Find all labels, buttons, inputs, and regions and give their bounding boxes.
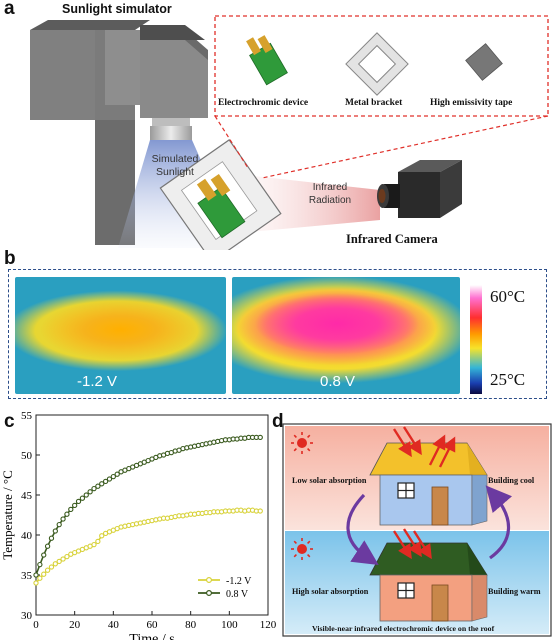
low-absorption-label: Low solar absorption <box>292 476 367 485</box>
series-1-point <box>91 485 97 492</box>
simulator-title: Sunlight simulator <box>62 2 172 16</box>
panel-b-frame <box>8 269 547 399</box>
component-label-tape: High emissivity tape <box>430 98 513 108</box>
panel-letter-d: d <box>272 411 284 432</box>
series-1-point <box>102 478 109 485</box>
panel-letter-b: b <box>4 248 16 269</box>
series-1-point <box>257 434 263 441</box>
simulated-sunlight-line1: Simulated <box>151 153 199 165</box>
series-1-point <box>44 543 51 549</box>
switch-arrow-up <box>485 485 513 560</box>
series-1-point <box>60 516 66 522</box>
series-0-point <box>44 567 51 573</box>
device-on-bracket-icon <box>159 139 282 250</box>
panel-letter-a: a <box>4 0 15 19</box>
series-0-point <box>37 575 43 581</box>
series-1-point <box>95 483 101 489</box>
infrared-radiation-line2: Radiation <box>308 195 352 206</box>
series-1-point <box>75 498 82 505</box>
thermal-image-neg: -1.2 V <box>15 277 226 394</box>
series-1-point <box>83 492 89 498</box>
sun-icon <box>291 432 313 454</box>
y-tick-label: 40 <box>21 530 33 542</box>
legend-marker-1 <box>206 590 213 597</box>
electrochromic-device-icon <box>246 35 288 86</box>
high-absorption-label: High solar absorption <box>292 587 369 596</box>
series-0-point <box>95 538 101 545</box>
infrared-camera-icon <box>377 160 462 218</box>
infrared-radiation-line1: Infrared <box>312 182 348 193</box>
series-1-point <box>41 552 47 558</box>
thermal-label-neg: -1.2 V <box>77 373 118 390</box>
series-1-point <box>56 521 62 528</box>
sun-icon <box>291 538 313 560</box>
simulated-sunlight-label: Simulated Sunlight <box>140 153 210 179</box>
series-1-point <box>114 471 120 477</box>
series-1-point <box>37 561 43 568</box>
scale-max-label: 60°C <box>490 287 526 306</box>
x-tick-label: 120 <box>260 619 277 631</box>
panel-letter-c: c <box>4 411 15 432</box>
series-0-point <box>60 556 66 562</box>
series-1-point <box>79 495 86 501</box>
series-1-point <box>68 506 74 513</box>
series-0-point <box>48 564 55 570</box>
legend-marker-0 <box>206 577 213 584</box>
x-tick-label: 0 <box>33 619 39 631</box>
x-tick-label: 80 <box>185 619 197 631</box>
y-tick-label: 35 <box>21 570 33 582</box>
panel-a-illustration <box>30 15 549 250</box>
series-1-point <box>48 535 55 541</box>
chart-x-axis-label: Time / s <box>129 632 174 640</box>
series-1-point <box>52 528 58 534</box>
house-warm-icon <box>369 528 488 622</box>
series-0-point <box>99 533 105 539</box>
legend-label-0: -1.2 V <box>226 576 252 587</box>
sunlight-simulator-icon <box>30 20 208 245</box>
series-0-point <box>91 541 97 548</box>
series-1-point <box>72 502 78 509</box>
series-1-point <box>99 481 105 487</box>
series-0-point <box>33 580 39 586</box>
y-tick-label: 30 <box>21 610 33 622</box>
house-cool-icon <box>369 426 488 526</box>
component-label-bracket: Metal bracket <box>345 98 403 108</box>
x-tick-label: 60 <box>147 619 159 631</box>
camera-label: Infrared Camera <box>346 232 438 246</box>
panel-d-caption: Visible-near infrared electrochromic dev… <box>312 624 495 633</box>
x-tick-label: 100 <box>221 619 238 631</box>
building-cool-label: Building cool <box>488 476 535 485</box>
series-1-point <box>87 489 93 495</box>
thermal-label-pos: 0.8 V <box>320 373 356 390</box>
x-tick-label: 20 <box>69 619 81 631</box>
color-scale-bar <box>470 285 482 394</box>
panel-d-illustration <box>282 423 552 637</box>
component-label-electrochromic: Electrochromic device <box>218 98 309 108</box>
y-tick-label: 50 <box>21 450 33 462</box>
series-1-point <box>33 572 39 578</box>
series-0-point <box>257 508 263 514</box>
legend-label-1: 0.8 V <box>226 589 249 600</box>
series-0-point <box>52 561 58 567</box>
chart-y-axis-label: Temperature / °C <box>0 470 15 559</box>
x-tick-label: 40 <box>108 619 120 631</box>
simulated-sunlight-line2: Sunlight <box>156 166 194 178</box>
series-1-point <box>64 511 70 517</box>
y-tick-label: 55 <box>21 410 33 422</box>
metal-bracket-icon <box>345 32 409 96</box>
switch-arrow-down <box>346 493 379 566</box>
series-0-point <box>64 553 70 560</box>
series-0-point <box>41 571 47 577</box>
thermal-image-pos: 0.8 V <box>232 277 460 394</box>
emissivity-tape-icon <box>465 43 503 81</box>
series-1-point <box>110 473 116 480</box>
scale-min-label: 25°C <box>490 370 526 389</box>
infrared-radiation-label: Infrared Radiation <box>300 181 360 207</box>
y-tick-label: 45 <box>21 490 33 502</box>
building-warm-label: Building warm <box>488 587 541 596</box>
series-0-point <box>56 558 62 565</box>
series-1-point <box>106 476 113 482</box>
